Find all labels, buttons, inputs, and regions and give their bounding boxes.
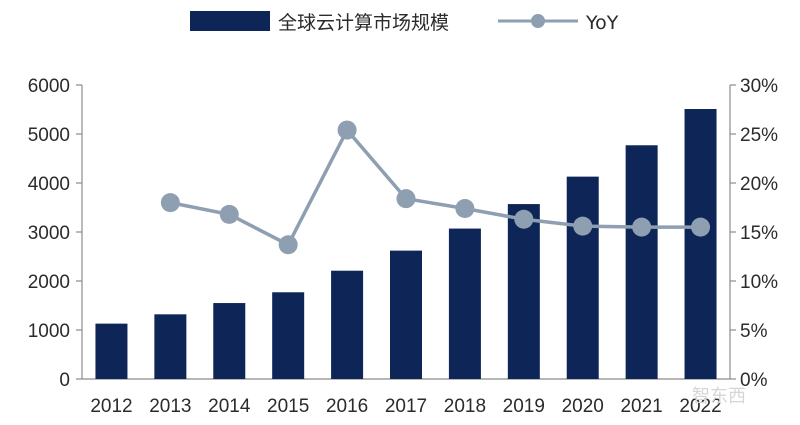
x-tick-label: 2013 — [149, 396, 191, 417]
bar-2020 — [566, 176, 599, 379]
yoy-point-2019 — [514, 209, 534, 229]
left-tick-label: 6000 — [28, 76, 70, 97]
x-tick-label: 2016 — [326, 396, 368, 417]
left-tick-label: 2000 — [28, 272, 70, 293]
bar-2018 — [448, 228, 481, 379]
yoy-point-2015 — [278, 235, 298, 255]
x-tick-label: 2022 — [679, 396, 721, 417]
left-tick-label: 1000 — [28, 321, 70, 342]
right-tick-label: 25% — [740, 125, 778, 146]
x-tick-label: 2019 — [503, 396, 545, 417]
right-tick-label: 5% — [740, 321, 768, 342]
legend: 全球云计算市场规模 YoY — [190, 11, 619, 34]
bar-2013 — [154, 314, 187, 379]
yoy-line — [170, 126, 701, 248]
left-tick-label: 0 — [59, 370, 70, 391]
bar-2021 — [625, 145, 658, 379]
bar-2014 — [213, 303, 246, 379]
yoy-point-2020 — [573, 216, 593, 236]
yoy-point-2016 — [337, 120, 357, 140]
yoy-line-series — [160, 120, 711, 255]
legend-bar-label: 全球云计算市场规模 — [278, 12, 449, 34]
left-tick-label: 4000 — [28, 174, 70, 195]
right-tick-label: 30% — [740, 76, 778, 97]
right-tick-label: 0% — [740, 370, 768, 391]
watermark-logo: 智东西 — [692, 386, 746, 407]
left-tick-label: 3000 — [28, 223, 70, 244]
bar-2012 — [95, 323, 128, 379]
legend-bar-swatch — [190, 11, 270, 31]
right-axis-ticks: 0% 5% 10% 15% 20% 25% 30% — [730, 76, 778, 391]
x-tick-label: 2014 — [208, 396, 251, 417]
left-tick-label: 5000 — [28, 125, 70, 146]
right-tick-label: 10% — [740, 272, 778, 293]
right-tick-label: 15% — [740, 223, 778, 244]
legend-line-label: YoY — [585, 12, 619, 34]
yoy-point-2013 — [160, 193, 180, 213]
x-tick-label: 2015 — [267, 396, 309, 417]
legend-line-marker — [531, 14, 545, 28]
x-tick-label: 2020 — [562, 396, 604, 417]
right-tick-label: 20% — [740, 174, 778, 195]
yoy-point-2022 — [691, 217, 711, 237]
bar-2016 — [331, 270, 364, 379]
x-tick-label: 2021 — [620, 396, 662, 417]
bar-2015 — [272, 292, 305, 379]
yoy-point-2021 — [632, 217, 652, 237]
x-tick-label: 2017 — [385, 396, 427, 417]
bar-2019 — [507, 204, 540, 379]
yoy-point-2018 — [455, 198, 475, 218]
x-tick-label: 2012 — [90, 396, 132, 417]
bar-series — [95, 109, 717, 379]
x-axis-ticks: 2012 2013 2014 2015 2016 2017 2018 2019 2020 2021… — [90, 396, 721, 417]
left-axis-ticks: 0 1000 2000 3000 4000 5000 6000 — [28, 76, 82, 391]
bar-2022 — [684, 109, 717, 379]
yoy-point-2014 — [219, 204, 239, 224]
yoy-point-2017 — [396, 189, 416, 209]
x-tick-label: 2018 — [444, 396, 486, 417]
bar-2017 — [390, 250, 422, 379]
